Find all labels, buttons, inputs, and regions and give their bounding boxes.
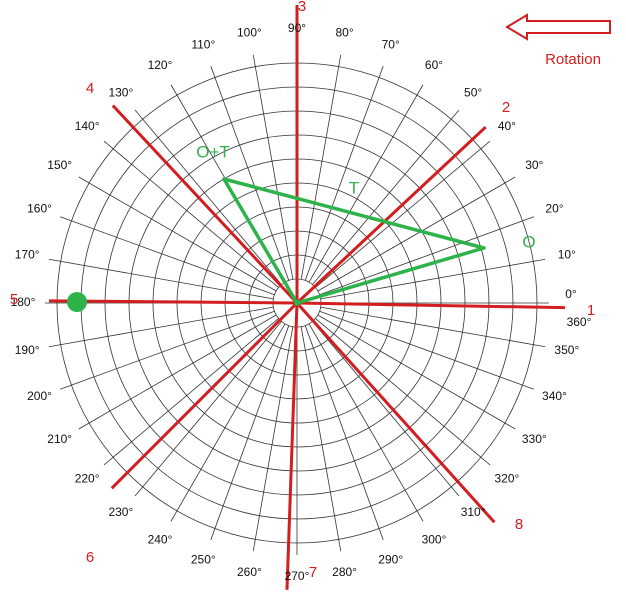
angle-label: 340°: [542, 389, 567, 403]
grid-spoke: [48, 306, 274, 348]
triangle-top-label: O+T: [196, 142, 230, 161]
center-dot: [294, 300, 300, 306]
angle-label: 170°: [15, 248, 40, 262]
grid-spoke: [315, 140, 491, 288]
angle-label: 280°: [332, 565, 357, 579]
grid-spoke: [308, 84, 424, 283]
rotation-label: Rotation: [545, 51, 601, 68]
triangle-side-label: T: [349, 178, 359, 197]
angle-label: 210°: [47, 432, 72, 446]
angle-label: 40°: [498, 119, 516, 133]
red-line: [295, 301, 496, 524]
grid-spoke: [320, 306, 546, 348]
angle-label: 320°: [494, 471, 519, 485]
green-dot: [67, 292, 87, 312]
red-line: [111, 104, 299, 305]
angle-label: 270°: [285, 569, 310, 583]
grid-spoke: [210, 325, 290, 540]
red-line: [48, 299, 298, 305]
angle-label: 260°: [237, 565, 262, 579]
angle-label: 240°: [148, 532, 173, 546]
angle-label: 350°: [554, 343, 579, 357]
grid-spoke: [319, 310, 534, 390]
grid-spoke: [252, 326, 294, 552]
triangle-corner-label: O: [522, 232, 535, 251]
grid-spoke: [103, 318, 279, 466]
angle-label: 160°: [27, 201, 52, 215]
red-line: [295, 125, 487, 305]
angle-label: 150°: [47, 158, 72, 172]
grid-spoke: [319, 216, 534, 296]
grid-spoke: [48, 258, 274, 300]
red-lines: [48, 5, 565, 590]
angle-label: 0°: [565, 287, 577, 301]
angle-label: 180°: [11, 295, 36, 309]
angle-label: 80°: [336, 25, 354, 39]
angle-label: 130°: [108, 85, 133, 99]
grid-spoke: [317, 176, 516, 292]
angle-label: 70°: [382, 38, 400, 52]
angle-label: 90°: [288, 21, 306, 35]
grid-spoke: [300, 326, 342, 552]
grid-spoke: [252, 54, 294, 280]
red-line: [110, 301, 299, 490]
grid-spoke: [134, 321, 282, 497]
angle-label: 50°: [464, 85, 482, 99]
grid-spoke: [312, 109, 460, 285]
angle-label: 330°: [522, 432, 547, 446]
grid-spoke: [78, 314, 277, 430]
rotation-arrow: [505, 13, 611, 41]
angle-label: 20°: [545, 201, 563, 215]
angle-label: 290°: [378, 553, 403, 567]
line-number: 7: [309, 564, 317, 581]
angle-label: 300°: [422, 532, 447, 546]
angle-label: 60°: [425, 58, 443, 72]
angle-label: 310°: [461, 505, 486, 519]
line-number: 1: [587, 302, 595, 319]
line-number: 8: [515, 516, 523, 533]
angle-label: 360°: [567, 315, 592, 329]
grid-spoke: [134, 109, 282, 285]
line-number: 2: [502, 99, 510, 116]
red-line: [285, 302, 299, 590]
angle-label: 110°: [191, 38, 215, 52]
grid-spoke: [210, 66, 290, 281]
grid-spoke: [78, 176, 277, 292]
angle-label: 10°: [558, 248, 576, 262]
line-number: 3: [298, 0, 306, 15]
angle-label: 230°: [108, 505, 133, 519]
line-number: 4: [86, 80, 94, 97]
grid-spoke: [103, 140, 279, 288]
grid-spoke: [60, 310, 275, 390]
labels: 0°10°20°30°40°50°60°70°80°90°100°110°120…: [10, 0, 595, 583]
angle-label: 30°: [525, 158, 543, 172]
grid-spoke: [304, 325, 384, 540]
grid-spoke: [170, 323, 286, 522]
grid-spoke: [300, 54, 342, 280]
red-line: [296, 301, 565, 310]
angle-label: 250°: [191, 553, 216, 567]
grid-spoke: [308, 323, 424, 522]
angle-label: 120°: [148, 58, 173, 72]
grid-spoke: [304, 66, 384, 281]
green-triangle: [222, 177, 486, 305]
grid-spoke: [317, 314, 516, 430]
grid-spoke: [60, 216, 275, 296]
line-number: 5: [10, 291, 18, 308]
grid-spoke: [320, 258, 546, 300]
grid-spoke: [312, 321, 460, 497]
angle-label: 140°: [75, 119, 100, 133]
angle-label: 200°: [27, 389, 52, 403]
angle-label: 100°: [237, 25, 262, 39]
angle-label: 220°: [75, 471, 100, 485]
line-number: 6: [86, 549, 94, 566]
angle-label: 190°: [15, 343, 40, 357]
grid-spoke: [315, 318, 491, 466]
